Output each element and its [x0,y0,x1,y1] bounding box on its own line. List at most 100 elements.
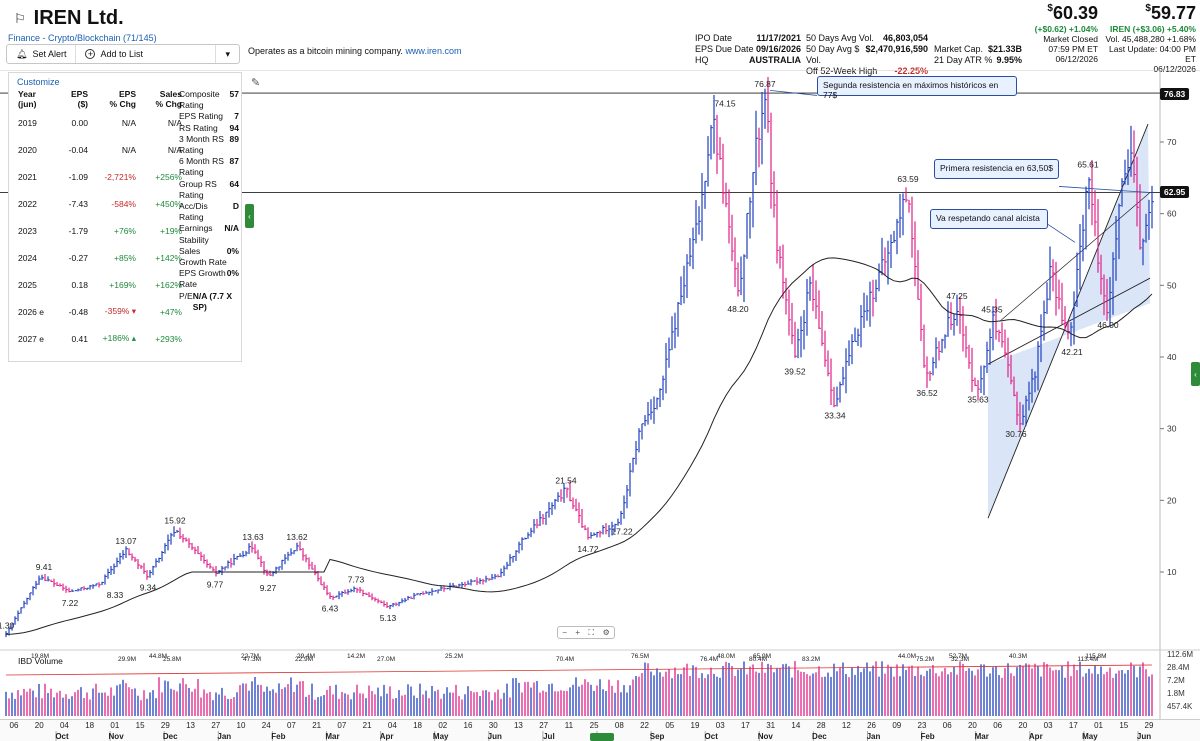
channel-upper-line [987,123,1149,519]
scroll-handle[interactable] [590,733,614,741]
eps-cell-sales-chg: +47% [160,306,182,317]
eps-cell-eps: 0.18 [71,279,88,290]
month-tick-label: Jan [217,732,231,741]
stat-label: Market Cap. [934,44,984,54]
rating-row: Composite Rating 57 [179,89,239,111]
date-tick-label: 29 [1145,721,1154,730]
date-tick-label: 16 [464,721,473,730]
date-tick-label: 23 [918,721,927,730]
eps-cell-eps-chg: N/A [121,144,136,155]
zoom-in-icon[interactable]: + [575,628,581,637]
month-tick-label: Nov [758,732,774,741]
after-hours-time: 07:59 PM ET [1048,44,1098,54]
volume-axis-label: 28.4M [1167,663,1190,672]
industry-link[interactable]: Finance - Crypto/Blockchain (71/145) [8,33,157,43]
volume-peak-label: 44.8M [149,653,167,660]
rating-row: Acc/Dis Rating D [179,201,239,223]
price-point-label: 76.87 [754,79,776,89]
rating-row: 3 Month RS Rating 89 [179,134,239,156]
collapse-panel-button[interactable]: ‹ [245,204,254,228]
zoom-out-icon[interactable]: − [562,628,567,637]
after-hours-change: (+$0.62) +1.04% [1034,24,1098,34]
price-point-label: 45.35 [981,305,1003,315]
volume-peak-label: 52.7M [949,653,967,660]
stats-col-2: 50 Days Avg Vol. 46,803,054 50 Day Avg $ V… [806,33,928,77]
expand-sidebar-button[interactable]: ‹ [1191,362,1200,386]
stat-row: 50 Day Avg $ Vol. $2,470,916,590 [806,44,928,66]
date-tick-label: 01 [1094,721,1103,730]
regular-change-row: IREN (+$3.06) +5.40% [1109,24,1196,34]
annotation-second-resistance[interactable]: Segunda resistencia en máximos histórico… [817,76,1017,100]
website-link[interactable]: www.iren.com [405,46,462,56]
rating-label: 6 Month RS Rating [179,156,224,178]
volume-peak-label: 115.8M [1085,653,1106,660]
month-tick-label: May [1082,732,1098,741]
ratings-list: Composite Rating 57 EPS Rating 7 RS Rating 94… [179,89,239,313]
fit-icon[interactable]: ⛶ [588,627,595,637]
plus-circle-icon: + [85,49,96,59]
eps-row: 2027 e 0.41 +186% ▴ +293% [15,325,185,352]
drawing-tool-icon[interactable]: ✎ [251,77,261,89]
last-update: Last Update: 04:00 PM ET [1109,44,1196,64]
date-axis: 06 20 04 18 01 15 29 13 27 10 24 07 21 07 21 04 18 02 16 30… [0,719,1200,741]
stat-value: -22.25% [894,66,928,76]
date-tick-label: 24 [262,721,271,730]
volume-peak-label: 22.9M [295,656,313,663]
eps-row: 2019 0.00 N/A N/A [15,109,185,136]
price-point-label: 14.72 [577,544,599,554]
month-tick-label: Jun [1137,732,1151,741]
eps-row: 2022 -7.43 -584% +450% [15,190,185,217]
price-point-label: 17.22 [611,526,633,536]
set-alert-button[interactable]: 🔔︎ Set Alert [7,45,77,63]
date-tick-label: 21 [312,721,321,730]
price-point-label: 13.07 [115,536,137,546]
volume-peak-label: 22.7M [241,653,259,660]
rating-label: Earnings Stability [179,223,213,245]
volume-peak-label: 27.0M [377,656,395,663]
list-dropdown-chevron-icon[interactable]: ▾ [225,48,230,59]
date-tick-label: 18 [413,721,422,730]
volume-peak-label: 32.3M [951,656,969,663]
stat-row: 50 Days Avg Vol. 46,803,054 [806,33,928,44]
stat-row: Off 52-Week High -22.25% [806,66,928,77]
flag-icon[interactable]: ⚐ [14,10,26,26]
volume-average-line [5,664,1153,676]
settings-icon[interactable]: ⚙ [602,628,610,637]
volume-axis-label: 7.2M [1167,676,1185,685]
stat-label: 50 Day Avg $ Vol. [806,44,860,65]
eps-cell-sales-chg: +450% [155,198,182,209]
volume-axis-label: 457.4K [1167,702,1193,711]
rating-row: EPS Growth Rate 0% [179,268,239,290]
eps-header: Year (jun) [18,89,37,109]
date-tick-label: 20 [35,721,44,730]
eps-row: 2020 -0.04 N/A N/A [15,136,185,163]
rating-label: Sales Growth Rate [179,245,227,268]
date-tick-label: 22 [640,721,649,730]
volume-axis-label: 1.8M [1167,689,1185,698]
annotation-first-resistance[interactable]: Primera resistencia en 63,50$ [934,159,1059,179]
eps-cell-eps: -0.48 [68,306,88,317]
stat-label: Off 52-Week High [806,66,878,76]
month-tick-label: Oct [705,732,719,741]
eps-cell-year: 2026 e [18,306,44,317]
month-tick-label: Apr [380,732,394,741]
annotation-channel[interactable]: Va respetando canal alcista [930,209,1048,229]
quote-after-hours: $60.39 (+$0.62) +1.04% Market Closed 07:… [1030,3,1098,64]
date-tick-label: 08 [615,721,624,730]
rating-value: D [232,201,239,212]
month-tick-label: Mar [975,732,989,741]
date-tick-label: 20 [1018,721,1027,730]
rating-value: N/A (7.7 X SP) [192,290,233,312]
stat-value: 09/16/2026 [755,44,801,54]
date-tick-label: 29 [161,721,170,730]
ticker-header: ⚐ IREN Ltd. [14,7,124,30]
month-tick-label: Feb [271,732,285,741]
rating-label: EPS Growth Rate [179,268,226,290]
add-to-list-button[interactable]: + Add to List [76,45,217,63]
customize-link[interactable]: Customize [17,77,60,87]
month-tick-label: Jun [488,732,502,741]
rating-label: EPS Rating [179,111,223,122]
volume-peak-label: 83.2M [802,656,820,663]
channel-lower-line [987,277,1151,365]
stat-value: AUSTRALIA [749,55,801,65]
